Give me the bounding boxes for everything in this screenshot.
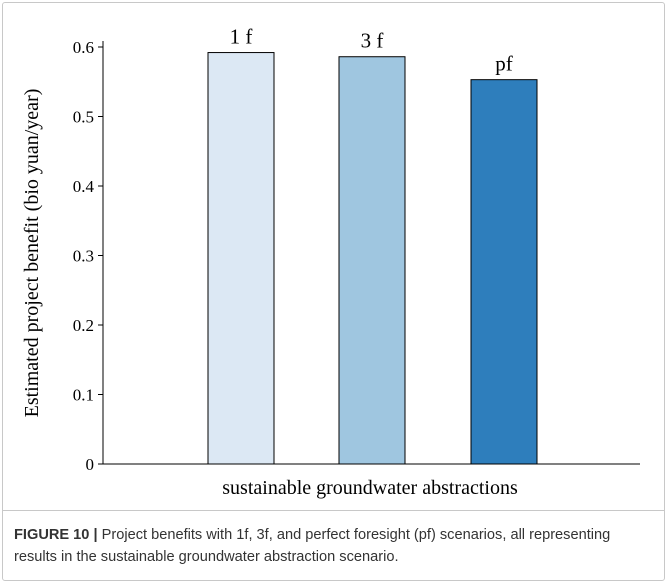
bar xyxy=(338,56,406,465)
caption-label: FIGURE 10 | xyxy=(14,527,98,543)
y-axis-title: Estimated project benefit (bio yuan/year… xyxy=(21,89,43,418)
bar xyxy=(470,79,538,465)
bar-chart: 0 0.1 0.2 0.3 0.4 0.5 0.6 1 f 3 f pf Estimated p… xyxy=(21,25,640,499)
y-tick-label: 0.6 xyxy=(73,38,94,57)
bar-data-label: pf xyxy=(495,52,513,76)
bar-data-label: 3 f xyxy=(361,29,384,53)
y-tick-label: 0.3 xyxy=(73,247,94,266)
x-axis-title: sustainable groundwater abstractions xyxy=(222,477,518,499)
bar xyxy=(207,52,275,465)
y-tick-label: 0.4 xyxy=(73,177,95,196)
y-tick-label: 0.1 xyxy=(73,386,94,405)
y-axis: 0 0.1 0.2 0.3 0.4 0.5 0.6 xyxy=(73,38,104,474)
bar-data-label: 1 f xyxy=(230,25,253,49)
y-tick-label: 0.5 xyxy=(73,108,94,127)
caption-divider xyxy=(2,510,665,511)
figure-caption: FIGURE 10 | Project benefits with 1f, 3f… xyxy=(14,524,654,568)
bars xyxy=(207,52,538,465)
y-tick-label: 0.2 xyxy=(73,316,94,335)
caption-text: Project benefits with 1f, 3f, and perfec… xyxy=(14,527,611,565)
y-tick-label: 0 xyxy=(86,455,95,474)
bar-data-labels: 1 f 3 f pf xyxy=(230,25,513,76)
